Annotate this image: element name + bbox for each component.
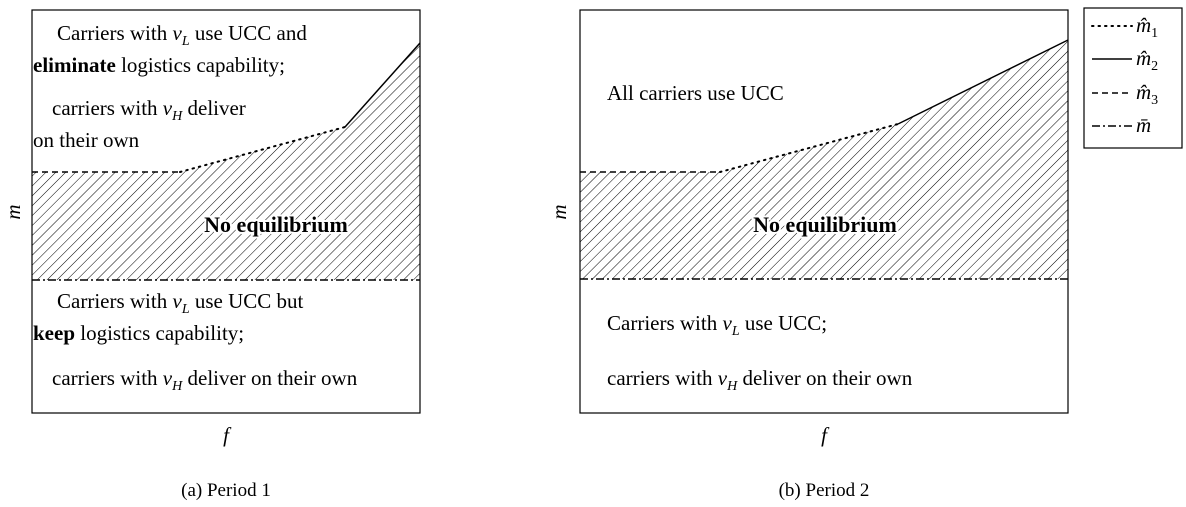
run: H: [171, 109, 183, 124]
legend-entry: m̂1: [1136, 13, 1158, 41]
m2-curve: [344, 42, 421, 128]
region-text: keep logistics capability;: [33, 321, 244, 345]
hatched-region: [32, 43, 420, 280]
run: v: [163, 96, 173, 120]
legend-entry: m̂2: [1136, 46, 1158, 74]
x-axis-label: f: [821, 423, 830, 447]
run: keep: [33, 321, 75, 345]
run: 1: [1151, 26, 1158, 41]
y-axis-label: m: [547, 204, 571, 219]
run: v: [722, 311, 732, 335]
run: use UCC;: [740, 311, 828, 335]
run: v: [172, 21, 182, 45]
run: carriers with: [52, 366, 163, 390]
legend-entry: m̂3: [1136, 80, 1158, 108]
run: v: [718, 366, 728, 390]
run: v: [163, 366, 173, 390]
y-axis-label: m: [1, 204, 25, 219]
caption: (b) Period 2: [779, 480, 870, 501]
run: Carriers with: [57, 289, 172, 313]
region-text: carriers with vH deliver on their own: [52, 366, 358, 394]
legend: m̂1 m̂2 m̂3 m̄: [1083, 7, 1183, 149]
panel-a: Carriers with vL use UCC and eliminate l…: [1, 9, 421, 501]
run: carriers with: [607, 366, 718, 390]
run: m̂: [1136, 46, 1151, 70]
region-text: Carriers with vL use UCC;: [607, 311, 827, 339]
run: logistics capability;: [116, 53, 285, 77]
plot-frame: [31, 9, 421, 414]
run: v: [172, 289, 182, 313]
center-label: No equilibrium: [204, 212, 348, 237]
panel-b: All carriers use UCC No equilibrium Carr…: [547, 9, 1069, 501]
region-text: carriers with vH deliver on their own: [607, 366, 913, 394]
hatched-region: [580, 40, 1068, 279]
run: All carriers use UCC: [607, 81, 784, 105]
run: use UCC and: [190, 21, 308, 45]
run: m̂: [1136, 80, 1151, 104]
run: deliver: [182, 96, 246, 120]
legend-entry: m̄: [1136, 113, 1151, 137]
run: m̂: [1136, 13, 1151, 37]
run: 2: [1151, 59, 1158, 74]
run: deliver on their own: [737, 366, 912, 390]
run: deliver on their own: [182, 366, 357, 390]
run: m̄: [1136, 113, 1151, 137]
caption: (a) Period 1: [181, 480, 271, 501]
m1-curve: [719, 123, 899, 173]
run: on their own: [33, 128, 140, 152]
region-text: Carriers with vL use UCC and: [57, 21, 307, 49]
run: carriers with: [52, 96, 163, 120]
region-text: eliminate logistics capability;: [33, 53, 285, 77]
m2-curve: [897, 39, 1069, 125]
legend-frame: [1083, 7, 1183, 149]
run: eliminate: [33, 53, 116, 77]
region-text: on their own: [33, 128, 140, 152]
run: H: [726, 379, 738, 394]
run: L: [731, 324, 740, 339]
region-text: All carriers use UCC: [607, 81, 784, 105]
run: H: [171, 379, 183, 394]
center-label: No equilibrium: [753, 212, 897, 237]
run: logistics capability;: [75, 321, 244, 345]
x-axis-label: f: [223, 423, 232, 447]
run: L: [181, 34, 190, 49]
m1-curve: [179, 126, 346, 173]
run: L: [181, 302, 190, 317]
run: Carriers with: [57, 21, 172, 45]
run: use UCC but: [190, 289, 304, 313]
run: 3: [1151, 93, 1158, 108]
region-text: carriers with vH deliver: [52, 96, 246, 124]
region-text: Carriers with vL use UCC but: [57, 289, 304, 317]
run: Carriers with: [607, 311, 722, 335]
plot-frame: [579, 9, 1069, 414]
